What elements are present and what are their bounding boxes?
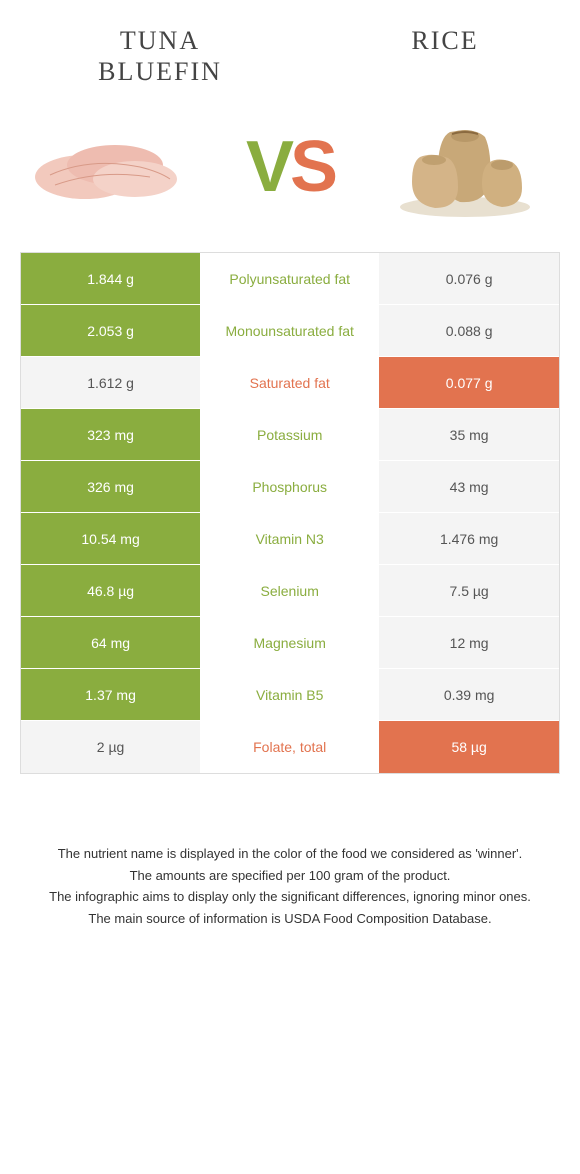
value-left: 64 mg [21,617,200,668]
nutrient-name: Phosphorus [200,461,379,512]
value-left: 2 µg [21,721,200,773]
footnote-line: The infographic aims to display only the… [20,887,560,907]
value-left: 326 mg [21,461,200,512]
value-right: 0.076 g [379,253,559,304]
value-left: 1.844 g [21,253,200,304]
nutrient-name: Polyunsaturated fat [200,253,379,304]
nutrient-name: Potassium [200,409,379,460]
vs-label: VS [246,126,334,208]
rice-image [390,112,550,222]
table-row: 2 µgFolate, total58 µg [21,721,559,773]
tuna-image [30,112,190,222]
table-row: 1.37 mgVitamin B50.39 mg [21,669,559,721]
table-row: 46.8 µgSelenium7.5 µg [21,565,559,617]
table-row: 1.844 gPolyunsaturated fat0.076 g [21,253,559,305]
nutrient-name: Saturated fat [200,357,379,408]
value-right: 7.5 µg [379,565,559,616]
value-left: 1.612 g [21,357,200,408]
table-row: 10.54 mgVitamin N31.476 mg [21,513,559,565]
value-left: 10.54 mg [21,513,200,564]
vs-row: VS [0,97,580,252]
nutrient-name: Monounsaturated fat [200,305,379,356]
nutrient-name: Vitamin B5 [200,669,379,720]
table-row: 1.612 gSaturated fat0.077 g [21,357,559,409]
table-row: 64 mgMagnesium12 mg [21,617,559,669]
value-right: 43 mg [379,461,559,512]
value-right: 0.077 g [379,357,559,408]
footnotes: The nutrient name is displayed in the co… [20,844,560,928]
footnote-line: The main source of information is USDA F… [20,909,560,929]
value-right: 1.476 mg [379,513,559,564]
value-left: 2.053 g [21,305,200,356]
value-right: 58 µg [379,721,559,773]
nutrient-name: Selenium [200,565,379,616]
value-right: 0.088 g [379,305,559,356]
table-row: 326 mgPhosphorus43 mg [21,461,559,513]
value-right: 35 mg [379,409,559,460]
table-row: 2.053 gMonounsaturated fat0.088 g [21,305,559,357]
vs-s: S [290,127,334,207]
header: TUNA BLUEFIN RICE [0,0,580,97]
footnote-line: The nutrient name is displayed in the co… [20,844,560,864]
value-right: 12 mg [379,617,559,668]
value-left: 323 mg [21,409,200,460]
nutrient-name: Vitamin N3 [200,513,379,564]
title-right: RICE [370,25,520,87]
value-left: 46.8 µg [21,565,200,616]
table-row: 323 mgPotassium35 mg [21,409,559,461]
title-left: TUNA BLUEFIN [60,25,260,87]
value-left: 1.37 mg [21,669,200,720]
footnote-line: The amounts are specified per 100 gram o… [20,866,560,886]
nutrient-name: Folate, total [200,721,379,773]
nutrient-name: Magnesium [200,617,379,668]
comparison-table: 1.844 gPolyunsaturated fat0.076 g2.053 g… [20,252,560,774]
value-right: 0.39 mg [379,669,559,720]
vs-v: V [246,127,290,207]
